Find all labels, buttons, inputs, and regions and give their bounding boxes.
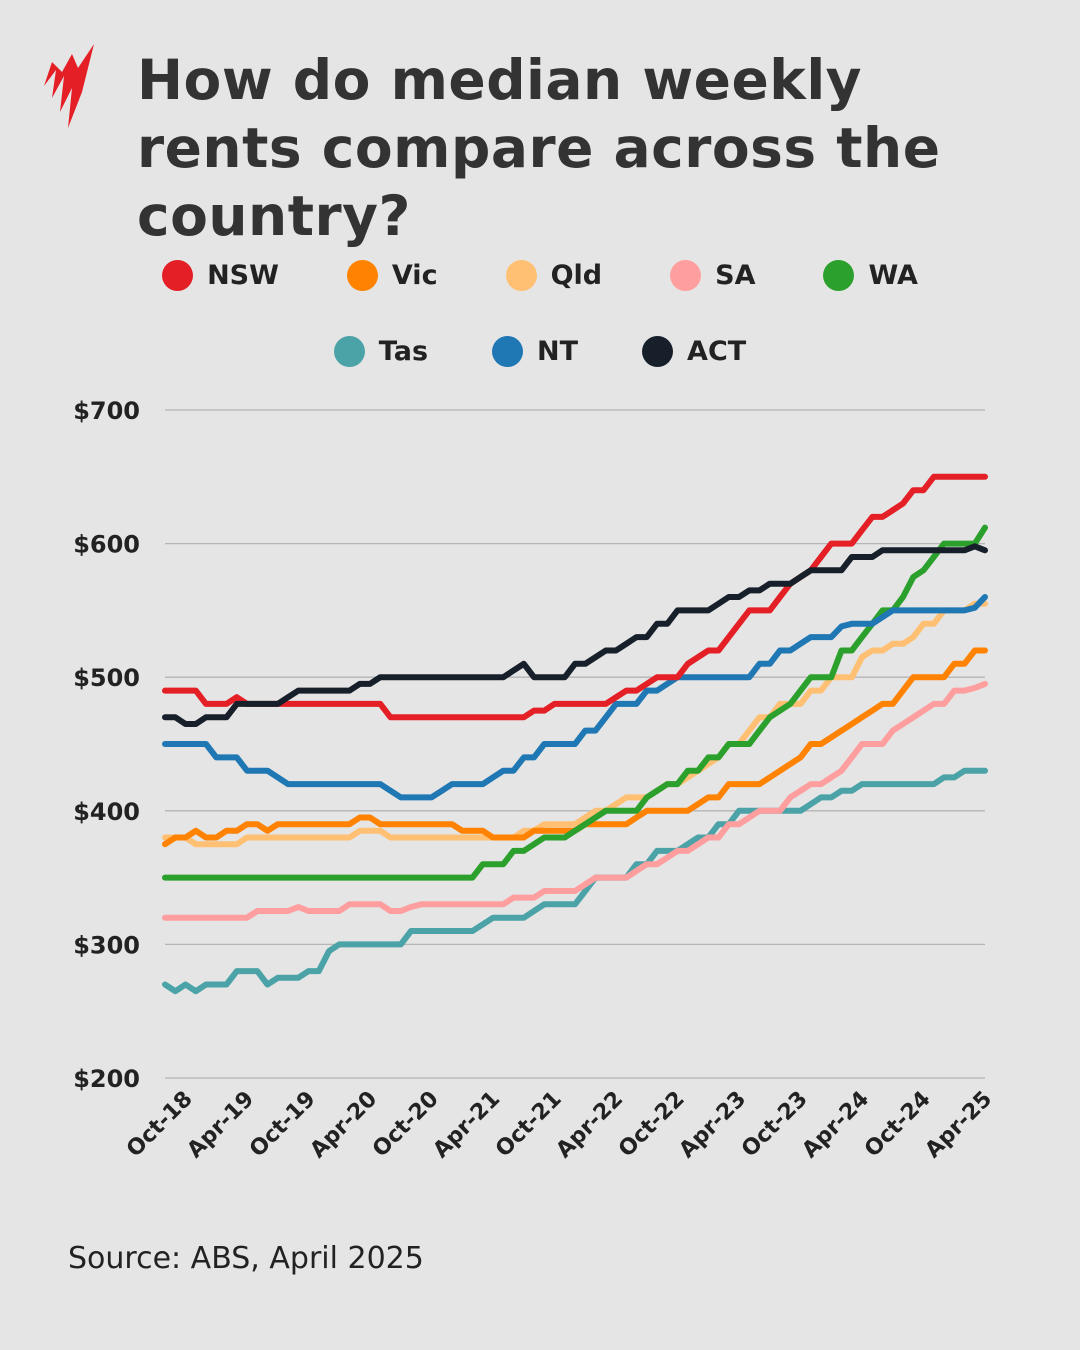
x-tick-label: Apr-25 [921, 1087, 998, 1164]
legend-label: SA [715, 260, 756, 291]
legend-item-sa: SA [670, 260, 755, 291]
legend-item-nt: NT [492, 336, 578, 367]
legend-item-nsw: NSW [162, 260, 279, 291]
legend-swatch [642, 336, 674, 367]
legend-label: Qld [550, 260, 603, 291]
legend-item-vic: Vic [346, 260, 438, 291]
x-tick-label: Oct-23 [737, 1087, 813, 1163]
legend-swatch [505, 260, 537, 291]
y-tick-label: $700 [73, 397, 140, 425]
legend-label: NSW [207, 260, 279, 291]
x-tick-label: Apr-21 [429, 1087, 506, 1164]
legend-row-2: Tas NT ACT [0, 336, 1080, 367]
legend-swatch [346, 260, 378, 291]
legend-swatch [823, 260, 855, 291]
series-line-qld [162, 600, 988, 848]
legend-item-qld: Qld [505, 260, 603, 291]
y-tick-label: $300 [73, 931, 140, 959]
legend-swatch [333, 336, 365, 367]
series-line-tas [162, 767, 988, 995]
legend-label: Tas [378, 336, 429, 367]
x-tick-label: Oct-19 [245, 1087, 321, 1163]
legend-item-act: ACT [642, 336, 746, 367]
y-tick-label: $400 [73, 798, 140, 826]
source-note: Source: ABS, April 2025 [68, 1241, 424, 1276]
legend-item-tas: Tas [333, 336, 429, 367]
x-tick-label: Apr-24 [798, 1087, 875, 1164]
legend-label: Vic [391, 260, 438, 291]
sbs-logo [44, 44, 94, 128]
legend-label: WA [868, 260, 918, 291]
x-tick-label: Apr-19 [183, 1087, 260, 1164]
x-tick-label: Apr-20 [306, 1087, 383, 1164]
series-line-sa [162, 680, 988, 921]
x-tick-label: Apr-22 [552, 1087, 629, 1164]
legend-swatch [492, 336, 524, 367]
x-tick-label: Oct-21 [491, 1087, 567, 1163]
y-tick-label: $500 [73, 664, 140, 692]
series-line-nsw [162, 473, 988, 721]
y-tick-label: $200 [73, 1065, 140, 1093]
series-line-nt [162, 594, 988, 801]
series-line-wa [162, 524, 988, 881]
x-tick-label: Oct-24 [860, 1087, 936, 1163]
y-tick-label: $600 [73, 531, 140, 559]
legend-swatch [670, 260, 702, 291]
series-line-act [162, 543, 988, 727]
legend-label: NT [537, 336, 579, 367]
chart-title: How do median weekly rents compare acros… [137, 48, 941, 248]
legend-label: ACT [687, 336, 747, 367]
x-tick-label: Oct-20 [368, 1087, 444, 1163]
x-tick-label: Apr-23 [675, 1087, 752, 1164]
legend-swatch [162, 260, 194, 291]
legend-item-wa: WA [823, 260, 918, 291]
legend-row-1: NSW Vic Qld SA WA [0, 260, 1080, 291]
x-tick-label: Oct-22 [614, 1087, 690, 1163]
x-tick-label: Oct-18 [122, 1087, 198, 1163]
